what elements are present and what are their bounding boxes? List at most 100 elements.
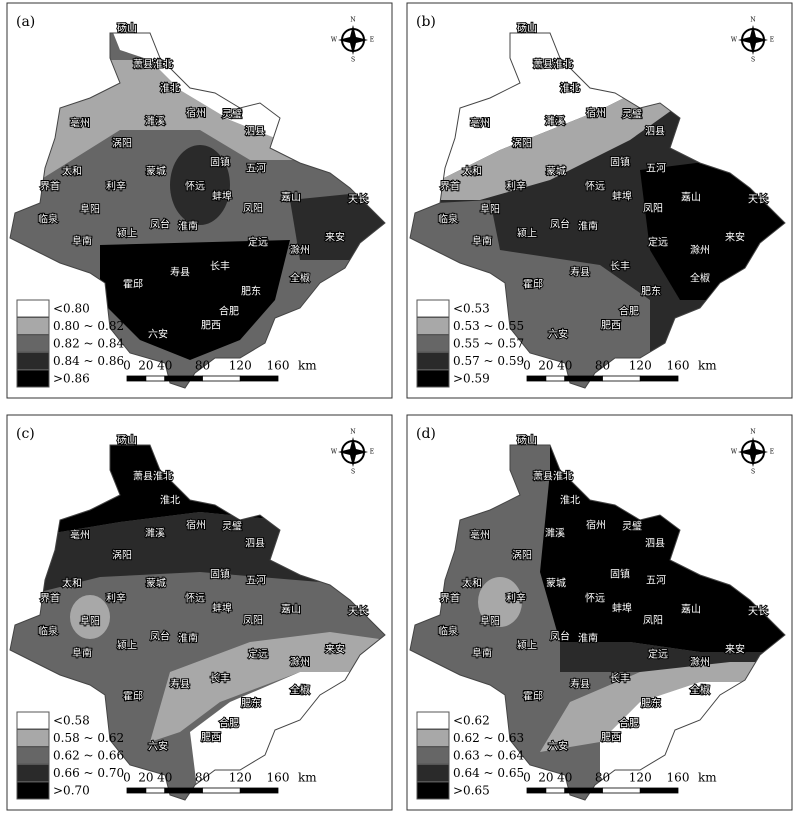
county-name: 涡阳 — [512, 550, 532, 562]
county-name: 五河 — [646, 575, 666, 587]
scale-label: 0 — [123, 771, 131, 785]
county-name: 淮南 — [578, 220, 598, 233]
legend-swatch — [16, 764, 50, 782]
county-name: 太和 — [462, 165, 482, 178]
county-name: 淮北 — [160, 83, 180, 95]
county-name: 蚌埠 — [212, 190, 232, 203]
county-name: 凤阳 — [643, 615, 663, 627]
scale-label: 80 — [195, 359, 210, 373]
scale-label: 40 — [157, 771, 172, 785]
scale-segment — [164, 375, 203, 382]
county-name: 萧县淮北 — [533, 471, 573, 483]
county-name: 来安 — [725, 231, 745, 244]
scale-label: 160 — [667, 771, 690, 785]
scale-label: 160 — [667, 359, 690, 373]
county-name: 霍邱 — [123, 690, 143, 703]
county-name: 阜阳 — [80, 203, 100, 216]
county-name: 长丰 — [610, 260, 630, 273]
county-name: 蒙城 — [546, 165, 566, 178]
scale-label: 120 — [629, 771, 652, 785]
county-name: 滁州 — [690, 656, 710, 669]
county-name: 霍邱 — [523, 690, 543, 703]
legend-swatch — [416, 711, 450, 730]
county-name: 阜阳 — [480, 615, 500, 628]
legend-label: 0.62 ~ 0.66 — [53, 749, 124, 763]
county-name: 合肥 — [219, 717, 239, 730]
county-name: 太和 — [62, 577, 82, 590]
scale-unit: km — [698, 359, 717, 373]
county-name: 寿县 — [570, 266, 590, 279]
county-name: 长丰 — [210, 672, 230, 685]
scale-label: 80 — [595, 359, 610, 373]
county-name: 濉溪 — [545, 115, 565, 128]
county-name: 蒙城 — [146, 165, 166, 178]
scale-label: 0 — [523, 359, 531, 373]
county-name: 淮南 — [578, 632, 598, 645]
county-name: 界首 — [440, 180, 460, 193]
scale-label: 20 — [138, 359, 153, 373]
legend-label: 0.66 ~ 0.70 — [53, 766, 124, 780]
county-name: 淮北 — [160, 495, 180, 507]
county-name: 肥东 — [641, 285, 661, 298]
scale-label: 120 — [229, 359, 252, 373]
county-name: 来安 — [325, 643, 345, 656]
county-name: 灵璧 — [622, 108, 642, 121]
compass-s: S — [751, 57, 755, 64]
county-name: 利辛 — [506, 180, 526, 193]
county-name: 肥西 — [601, 320, 621, 332]
county-name: 合肥 — [219, 305, 239, 318]
scale-segment — [602, 375, 641, 382]
county-name: 肥东 — [241, 697, 261, 710]
county-name: 六安 — [548, 328, 568, 341]
county-name: 砀山 — [517, 23, 537, 35]
county-name: 界首 — [440, 592, 460, 605]
county-name: 滁州 — [690, 244, 710, 257]
county-name: 砀山 — [117, 435, 137, 447]
legend-swatch — [416, 352, 450, 370]
county-name: 蚌埠 — [612, 190, 632, 203]
county-name: 太和 — [462, 577, 482, 590]
county-name: 嘉山 — [281, 603, 301, 616]
scale-segment — [202, 375, 241, 382]
county-name: 肥西 — [201, 732, 221, 744]
scale-label: 120 — [229, 771, 252, 785]
county-name: 六安 — [148, 740, 168, 753]
county-name: 亳州 — [70, 529, 90, 542]
scale-segment — [145, 787, 166, 794]
compass-e: E — [770, 37, 774, 44]
legend-label: >0.70 — [53, 784, 90, 798]
county-name: 定远 — [648, 236, 668, 249]
county-name: 怀远 — [585, 593, 605, 605]
scale-label: 160 — [267, 359, 290, 373]
legend-swatch — [16, 781, 50, 800]
county-name: 淮南 — [178, 220, 198, 233]
county-name: 界首 — [40, 180, 60, 193]
province-outline — [9, 32, 386, 389]
scale-segment — [202, 787, 241, 794]
county-name: 临泉 — [38, 213, 58, 226]
county-name: 利辛 — [506, 592, 526, 605]
province-outline — [409, 444, 786, 801]
legend-swatch — [416, 764, 450, 782]
compass-n: N — [750, 17, 755, 24]
scale-segment — [639, 375, 679, 382]
legend-swatch — [16, 746, 50, 765]
scale-label: 0 — [523, 771, 531, 785]
scale-segment — [239, 375, 279, 382]
county-name: 怀远 — [185, 181, 205, 193]
county-name: 利辛 — [106, 592, 126, 605]
county-name: 来安 — [325, 231, 345, 244]
county-name: 阜阳 — [80, 615, 100, 628]
legend-label: 0.53 ~ 0.55 — [453, 319, 524, 333]
county-name: 灵璧 — [622, 520, 642, 533]
panel-label: (a) — [16, 14, 35, 30]
county-name: 定远 — [248, 648, 268, 661]
county-name: 定远 — [248, 236, 268, 249]
county-name: 阜南 — [72, 235, 92, 248]
county-name: 固镇 — [610, 156, 630, 169]
legend-swatch — [416, 299, 450, 318]
legend-swatch — [416, 317, 450, 335]
county-name: 怀远 — [585, 181, 605, 193]
region — [100, 240, 290, 360]
